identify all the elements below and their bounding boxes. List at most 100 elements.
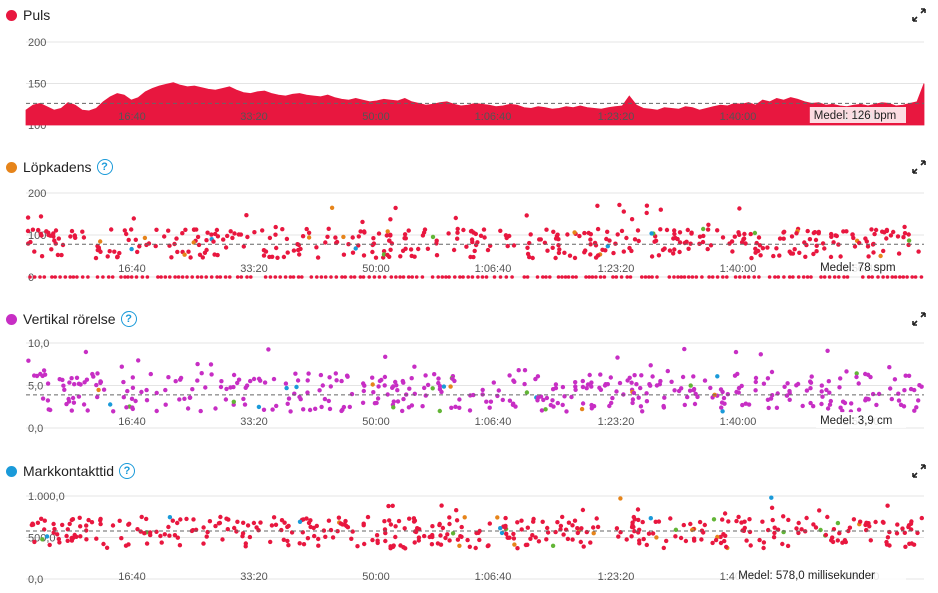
data-point — [643, 275, 648, 279]
data-point — [752, 230, 758, 236]
data-point — [507, 535, 512, 540]
data-point — [306, 520, 312, 526]
data-point — [388, 232, 393, 237]
data-point — [167, 533, 172, 538]
data-point — [333, 371, 338, 376]
data-point — [757, 537, 762, 543]
question-circle-icon[interactable]: ? — [96, 159, 113, 175]
data-point — [223, 245, 229, 250]
data-point — [175, 520, 180, 526]
data-point — [496, 388, 501, 393]
data-point — [170, 518, 175, 523]
data-point — [791, 275, 795, 279]
x-tick-label: 1:06:40 — [475, 571, 512, 583]
data-point — [209, 232, 214, 237]
data-point — [512, 542, 517, 547]
data-point — [430, 234, 436, 240]
data-point — [912, 408, 917, 413]
expand-arrows-icon[interactable] — [912, 312, 926, 326]
data-point — [677, 249, 682, 255]
data-point — [223, 397, 229, 402]
data-point — [106, 275, 111, 279]
data-point — [624, 235, 629, 241]
data-point — [781, 236, 786, 241]
data-point — [429, 542, 435, 547]
data-point — [236, 377, 242, 382]
data-point — [637, 541, 642, 546]
data-point — [672, 231, 677, 237]
data-point — [708, 385, 713, 391]
data-point — [387, 518, 392, 523]
data-point — [636, 395, 641, 400]
vertical-scatter-chart[interactable]: 10,0 5,0 0,0 16:40 33:20 50:00 1:06:40 1:23:20 1… — [0, 308, 938, 438]
data-point — [681, 522, 686, 528]
data-point — [315, 255, 321, 260]
data-point — [905, 275, 909, 279]
question-circle-icon[interactable]: ? — [120, 311, 137, 327]
data-point — [522, 275, 527, 279]
data-point — [367, 275, 372, 279]
data-point — [398, 254, 403, 259]
data-point — [374, 400, 379, 406]
data-point — [473, 242, 479, 248]
question-circle-icon[interactable]: ? — [119, 463, 136, 479]
data-point — [175, 535, 180, 540]
data-point — [385, 392, 390, 397]
data-point — [140, 275, 145, 279]
data-point — [32, 275, 37, 279]
data-point — [98, 249, 103, 254]
data-point — [758, 253, 763, 258]
data-point — [283, 381, 289, 386]
expand-arrows-icon[interactable] — [912, 8, 926, 22]
data-point — [805, 275, 810, 279]
data-point — [183, 227, 188, 232]
data-point — [825, 514, 830, 520]
data-point — [580, 384, 586, 390]
data-point — [588, 242, 593, 247]
data-point — [385, 229, 390, 234]
data-point — [343, 275, 348, 279]
expand-arrows-icon[interactable] — [912, 160, 926, 174]
data-point — [866, 254, 871, 259]
cadence-scatter-chart[interactable]: 200100016:4033:2050:001:06:401:23:201:40… — [0, 156, 938, 286]
data-point — [98, 379, 103, 384]
data-point — [742, 525, 747, 531]
data-point — [683, 538, 689, 544]
data-point — [830, 535, 835, 540]
data-point — [232, 231, 237, 236]
data-point — [756, 235, 762, 240]
data-point — [811, 251, 816, 257]
data-point — [40, 537, 45, 542]
data-point — [111, 409, 116, 414]
data-point — [679, 275, 684, 279]
data-point — [466, 275, 471, 279]
expand-arrows-icon[interactable] — [912, 464, 926, 478]
average-label: Medel: 78 spm — [820, 262, 895, 274]
data-point — [581, 544, 586, 549]
data-point — [734, 389, 739, 395]
data-point — [326, 398, 331, 404]
data-point — [583, 248, 588, 253]
data-point — [682, 275, 687, 279]
data-point — [78, 382, 83, 387]
data-point — [64, 401, 69, 407]
data-point — [243, 385, 248, 390]
data-point — [742, 231, 747, 237]
data-point — [530, 255, 535, 261]
data-point — [300, 234, 306, 239]
data-point — [430, 524, 435, 529]
data-point — [734, 518, 739, 524]
data-point — [208, 362, 214, 367]
data-point — [766, 527, 771, 533]
data-point — [409, 376, 414, 381]
data-point — [813, 237, 819, 243]
data-point — [122, 228, 128, 233]
data-point — [575, 526, 580, 531]
ground-contact-scatter-chart[interactable]: 1.000,0500,00,016:4033:2050:001:06:401:2… — [0, 460, 938, 593]
data-point — [485, 247, 491, 253]
data-point — [677, 240, 683, 245]
data-point — [139, 514, 144, 520]
data-point — [131, 216, 136, 221]
data-point — [58, 275, 62, 279]
